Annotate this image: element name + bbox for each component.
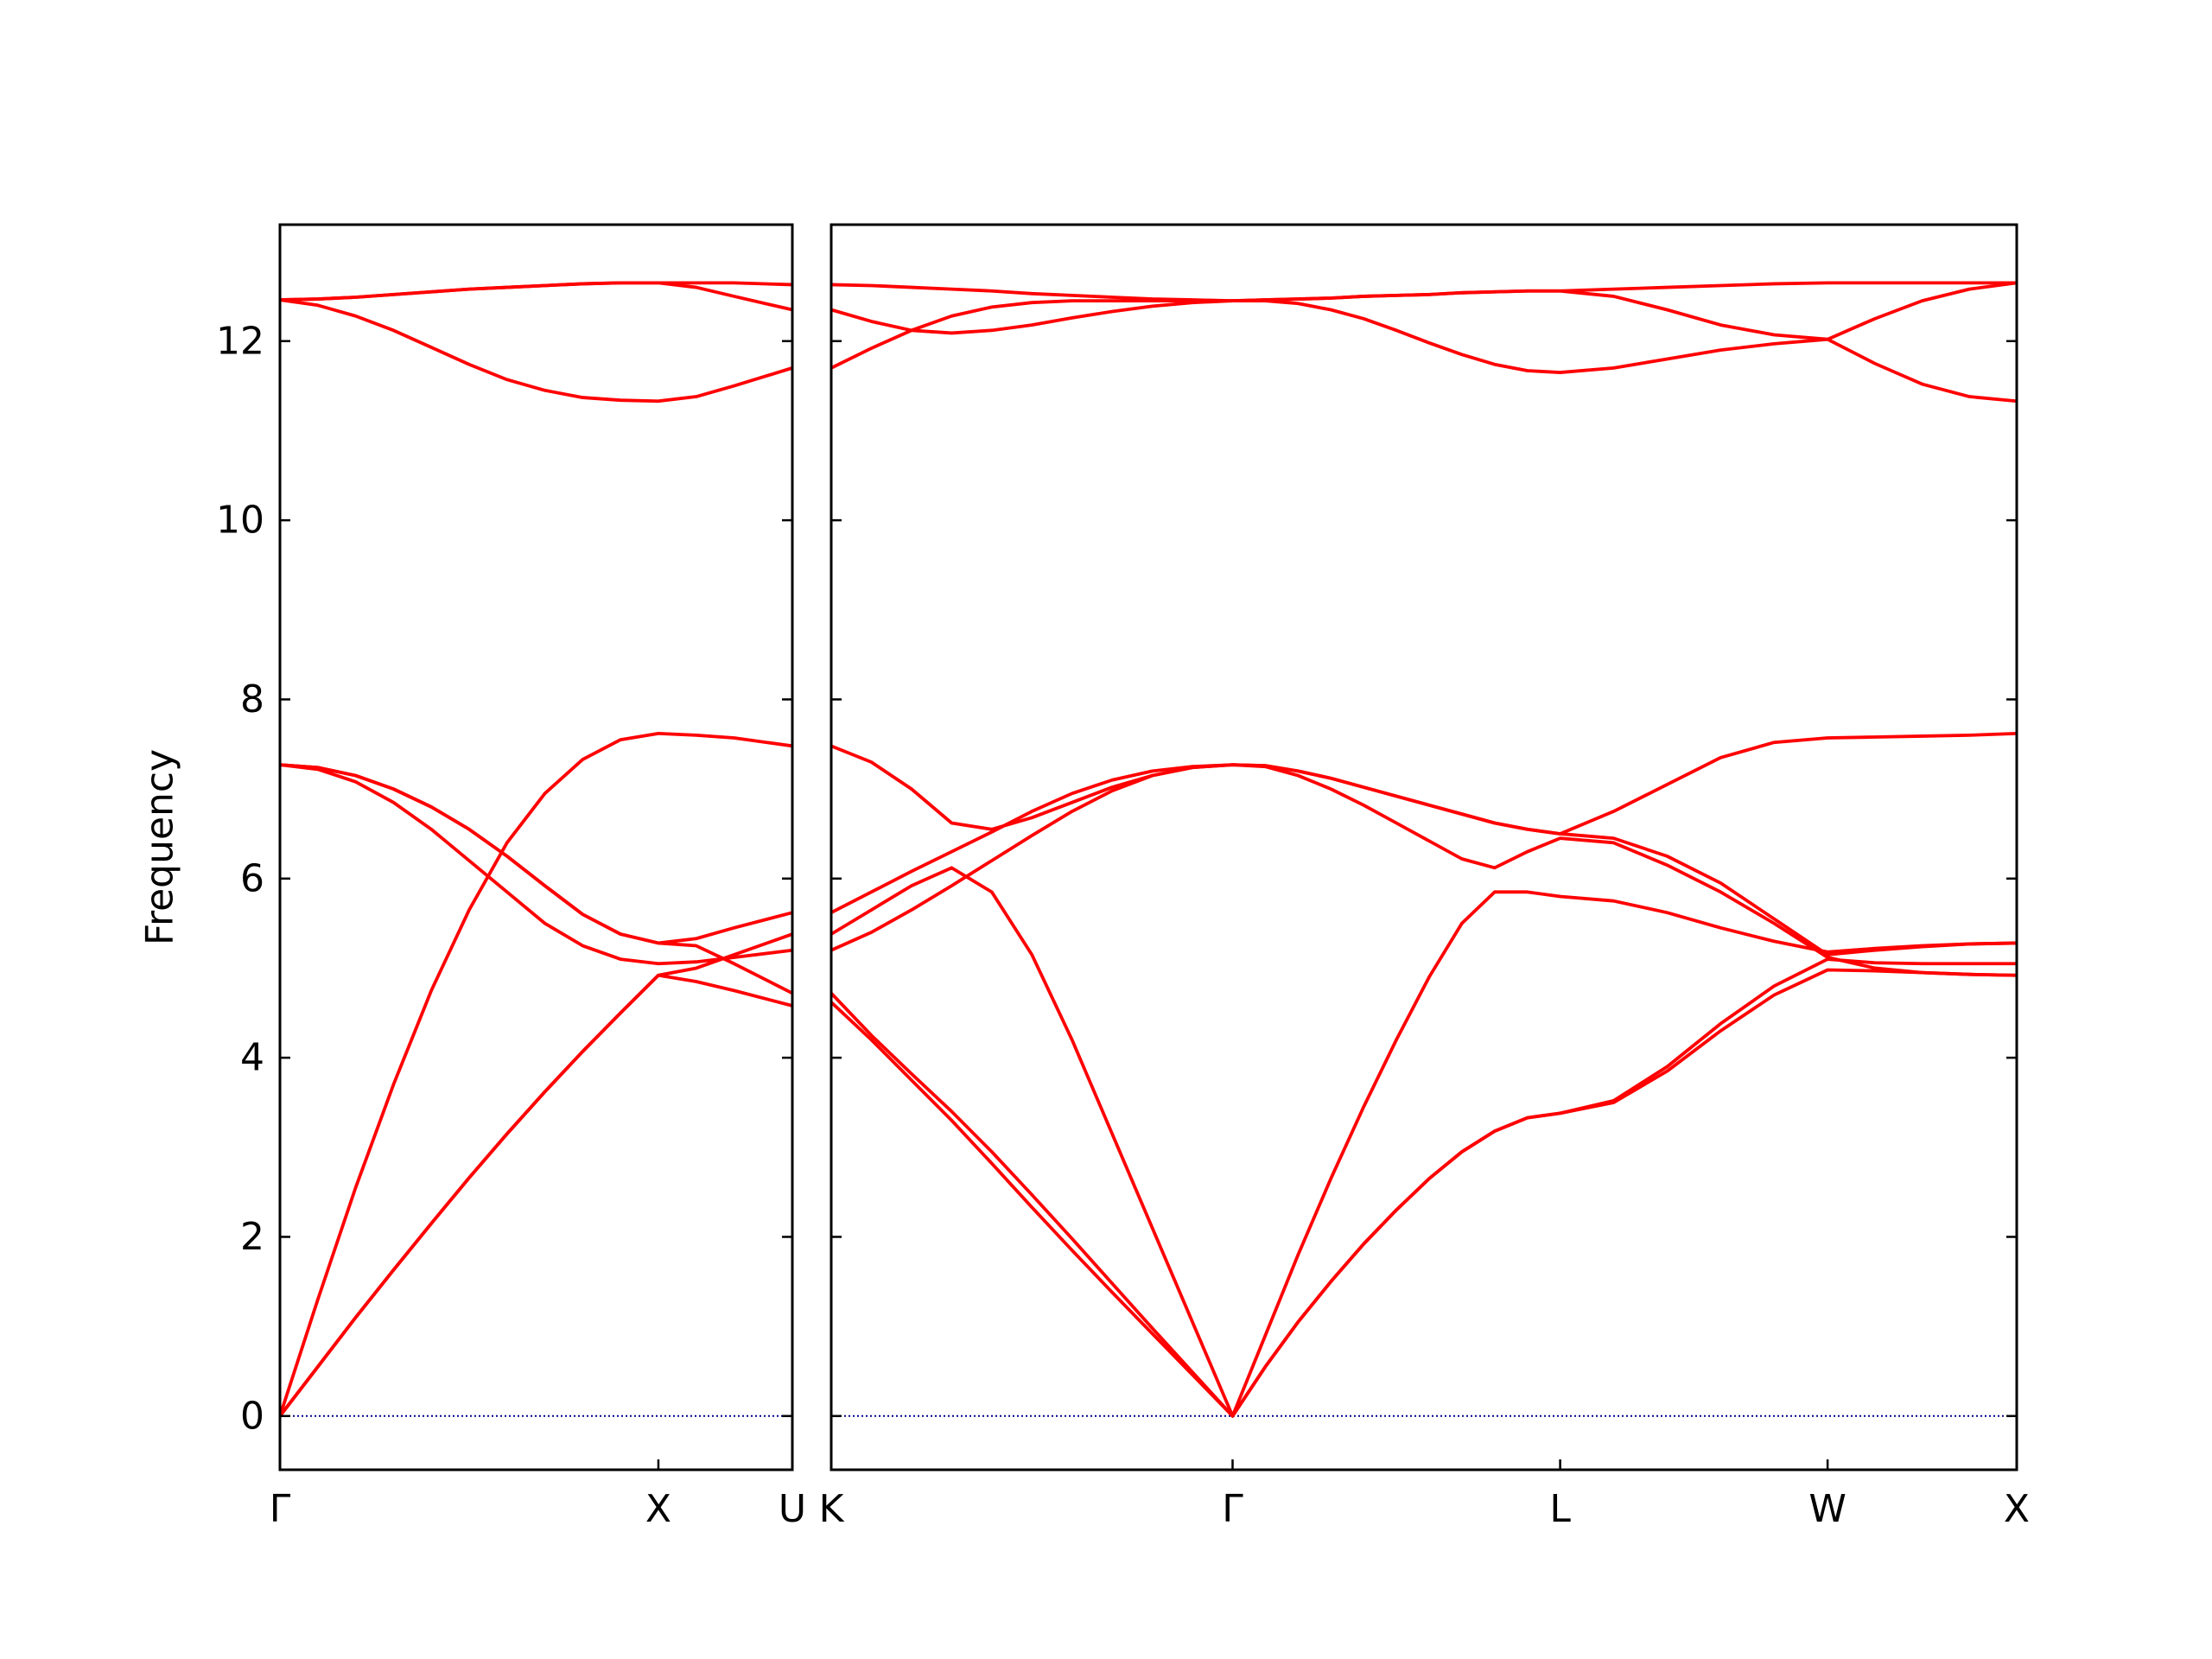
band-line xyxy=(280,932,792,1418)
y-tick-label: 4 xyxy=(240,1036,264,1080)
x-tick-label: K xyxy=(819,1487,845,1531)
band-line xyxy=(831,281,2017,303)
y-tick-label: 8 xyxy=(240,677,264,721)
x-tick-label: Γ xyxy=(1222,1487,1243,1531)
axes-frame xyxy=(830,223,2018,1471)
y-tick-label: 10 xyxy=(216,499,264,543)
band-line xyxy=(831,866,2017,1418)
x-tick-label: L xyxy=(1549,1487,1571,1531)
y-tick-label: 0 xyxy=(240,1394,264,1438)
band-line xyxy=(280,973,792,1418)
axes-frame xyxy=(278,223,794,1471)
y-tick-label: 6 xyxy=(240,856,264,900)
band-line xyxy=(831,968,2017,1418)
band-line xyxy=(831,957,2017,1418)
band-line xyxy=(831,744,2017,977)
x-tick-label: X xyxy=(645,1487,671,1531)
y-axis-label: Frequency xyxy=(138,749,182,945)
band-line xyxy=(280,763,792,995)
x-tick-label: X xyxy=(2004,1487,2030,1531)
x-tick-label: U xyxy=(779,1487,806,1531)
x-tick-label: W xyxy=(1808,1487,1847,1531)
band-line xyxy=(280,281,792,312)
band-line xyxy=(280,731,792,1418)
y-tick-label: 2 xyxy=(240,1215,264,1259)
band-line xyxy=(831,299,2017,404)
x-tick-label: Γ xyxy=(270,1487,291,1531)
band-line xyxy=(280,763,792,966)
y-tick-label: 12 xyxy=(216,319,264,363)
band-line xyxy=(831,281,2017,341)
band-line xyxy=(831,763,2017,957)
band-line xyxy=(280,298,792,404)
